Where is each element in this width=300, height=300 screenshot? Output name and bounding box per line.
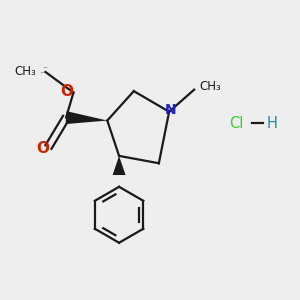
Text: O: O [61,84,74,99]
Text: CH₃: CH₃ [14,65,36,79]
Polygon shape [112,156,126,175]
Polygon shape [66,111,107,124]
Text: O: O [36,141,49,156]
Text: Cl: Cl [230,116,244,131]
Text: methyl: methyl [44,66,49,68]
Text: H: H [267,116,278,131]
Text: CH₃: CH₃ [200,80,221,93]
Text: N: N [165,103,176,117]
Text: methyl: methyl [41,71,46,73]
